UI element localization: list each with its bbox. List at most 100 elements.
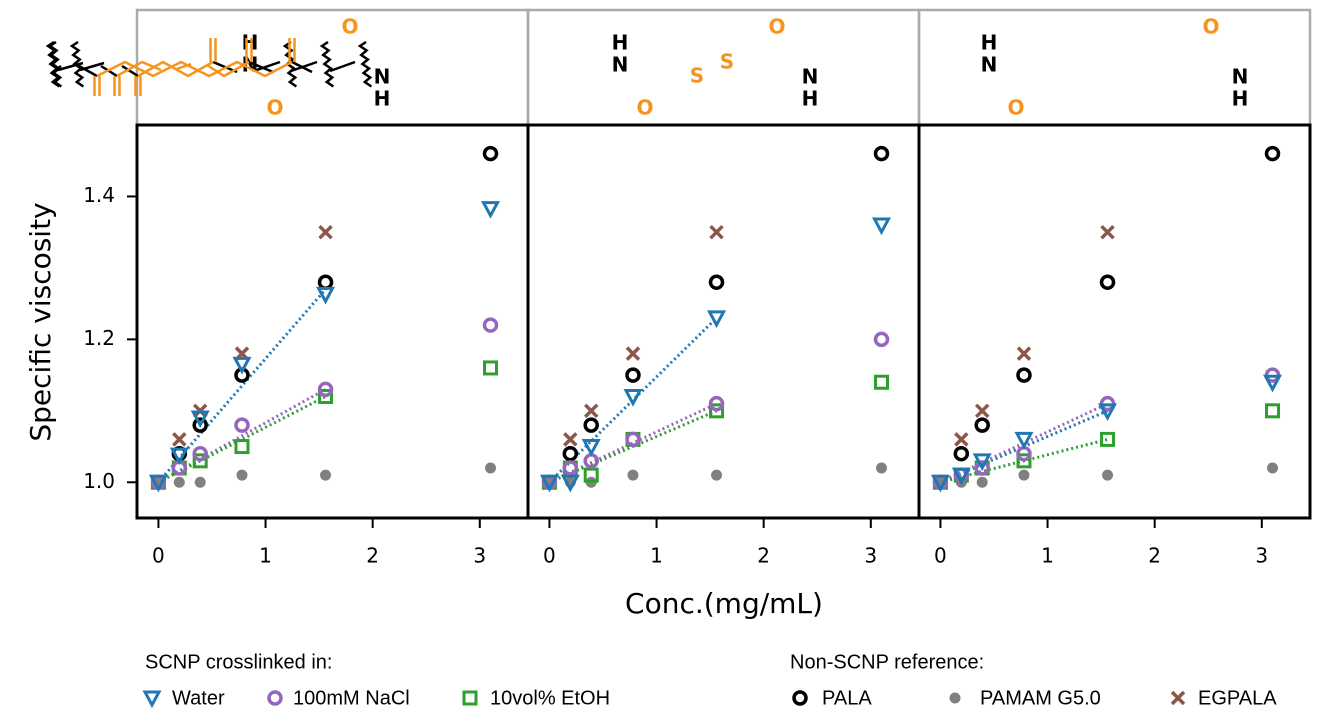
atom-label: S — [690, 64, 704, 88]
x-tick-label: 3 — [864, 544, 877, 568]
marker-dot — [976, 476, 988, 488]
marker-circle — [708, 274, 725, 290]
marker-circle — [234, 417, 250, 433]
marker-triangle — [581, 439, 601, 457]
atom-label: H — [802, 87, 819, 111]
marker-dot — [711, 469, 723, 481]
marker-circle — [482, 145, 499, 162]
marker-circle — [562, 445, 579, 462]
structure-box — [135, 8, 530, 127]
legend-marker — [949, 692, 961, 704]
x-tick-label: 0 — [152, 544, 165, 568]
x-tick-label: 0 — [543, 544, 556, 568]
legend-label: EGPALA — [1198, 687, 1277, 709]
atom-label: N — [802, 65, 819, 89]
legend-label: Water — [172, 687, 225, 709]
bond — [290, 60, 318, 73]
legend-label: 10vol% EtOH — [490, 687, 610, 709]
marker-x — [563, 432, 578, 447]
atom-label: O — [1007, 96, 1024, 120]
marker-triangle — [1262, 374, 1283, 393]
bond-linker — [137, 60, 214, 78]
marker-circle — [317, 274, 334, 290]
marker-triangle — [1098, 403, 1118, 421]
marker-triangle — [316, 286, 336, 305]
marker-square — [1100, 431, 1116, 447]
marker-triangle — [169, 447, 189, 466]
atom-label: O — [341, 15, 358, 39]
marker-circle — [583, 417, 599, 433]
marker-square — [192, 453, 208, 469]
marker-dot — [173, 476, 185, 488]
marker-dot — [876, 462, 888, 474]
x-axis-label: Conc.(mg/mL) — [625, 587, 823, 620]
bond — [78, 64, 98, 78]
legend-marker — [1170, 690, 1186, 706]
marker-circle — [482, 317, 499, 333]
x-tick-label: 3 — [473, 544, 486, 568]
marker-square — [874, 374, 890, 390]
structure-box — [917, 8, 1312, 127]
legend-marker — [792, 690, 808, 706]
marker-x — [625, 346, 641, 361]
marker-square — [583, 467, 599, 483]
x-tick-label: 2 — [757, 544, 770, 568]
marker-circle — [708, 395, 725, 412]
atom-label: S — [720, 50, 734, 74]
marker-dot — [1018, 469, 1030, 481]
marker-circle — [625, 431, 641, 448]
marker-dot — [236, 469, 248, 481]
marker-circle — [873, 331, 890, 348]
x-tick-label: 3 — [1255, 544, 1268, 568]
marker-x — [1100, 224, 1115, 240]
atom-label: H — [981, 31, 998, 55]
y-tick-label: 1.2 — [83, 326, 115, 350]
fit-line — [548, 316, 718, 484]
marker-triangle — [148, 474, 168, 493]
marker-dot — [1267, 462, 1279, 474]
marker-triangle — [232, 356, 252, 375]
marker-triangle — [1014, 431, 1034, 450]
marker-circle — [192, 445, 208, 462]
wavy-bond — [357, 40, 373, 88]
bond — [55, 65, 62, 71]
y-tick-label: 1.4 — [83, 183, 115, 207]
marker-square — [709, 403, 725, 419]
marker-circle — [562, 460, 579, 476]
x-tick-label: 1 — [259, 544, 272, 568]
bond — [248, 60, 274, 74]
marker-dot — [320, 469, 332, 481]
marker-triangle — [560, 474, 580, 493]
marker-circle — [1016, 367, 1032, 383]
bond — [121, 64, 139, 78]
y-tick-label: 1.0 — [83, 469, 115, 493]
bond — [57, 61, 84, 72]
atom-label: O — [1202, 15, 1219, 39]
atom-label: H — [242, 31, 259, 55]
legend-label: PALA — [822, 687, 872, 709]
wavy-bond — [45, 40, 61, 88]
x-tick-label: 1 — [1041, 544, 1054, 568]
bond — [291, 60, 313, 74]
marker-triangle — [480, 201, 501, 219]
x-tick-label: 1 — [650, 544, 663, 568]
bond-linker — [96, 60, 293, 78]
marker-triangle — [707, 310, 727, 329]
y-axis-label: Specific viscosity — [24, 202, 57, 441]
marker-dot — [194, 476, 206, 488]
marker-square — [1016, 453, 1032, 469]
marker-circle — [625, 367, 641, 383]
marker-triangle — [972, 453, 992, 472]
marker-triangle — [190, 410, 210, 429]
marker-x — [1016, 346, 1032, 361]
marker-circle — [953, 445, 970, 462]
atom-label: H — [374, 87, 391, 111]
legend-label: PAMAM G5.0 — [980, 687, 1101, 709]
marker-square — [318, 389, 334, 405]
atom-label: O — [636, 96, 653, 120]
marker-circle — [974, 460, 990, 476]
panel-frame — [917, 123, 1312, 520]
legend-label: 100mM NaCl — [293, 687, 410, 709]
wavy-bond — [69, 40, 85, 88]
